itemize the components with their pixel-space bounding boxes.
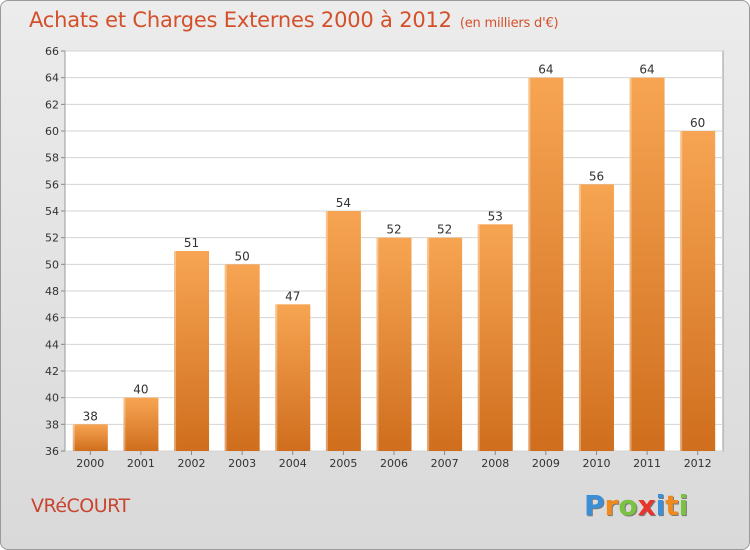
bar: [427, 237, 463, 451]
logo-letter: t: [665, 489, 679, 522]
bar: [528, 77, 564, 452]
x-tick-label: 2001: [127, 457, 155, 470]
bar-value-label: 54: [336, 196, 351, 210]
bar-highlight: [325, 211, 328, 451]
chart-title: Achats et Charges Externes 2000 à 2012 (e…: [29, 8, 559, 32]
bar-value-label: 38: [83, 409, 98, 423]
x-tick-label: 2011: [633, 457, 661, 470]
x-tick-label: 2000: [76, 457, 104, 470]
bar-value-label: 51: [184, 236, 199, 250]
proxiti-logo: Proxiti: [584, 489, 688, 522]
bar-highlight: [376, 237, 379, 451]
y-tick-label: 52: [45, 232, 59, 245]
bar-highlight: [477, 224, 480, 451]
bar-value-label: 52: [386, 223, 401, 237]
bar-highlight: [123, 397, 126, 451]
logo-letter: r: [604, 489, 619, 522]
bar: [325, 211, 361, 451]
x-tick-label: 2012: [684, 457, 712, 470]
y-tick-label: 66: [45, 45, 59, 58]
commune-name: VRéCOURT: [31, 495, 130, 517]
bar-highlight: [578, 184, 581, 452]
chart-subtitle: (en milliers d'€): [459, 16, 559, 31]
bar-value-label: 56: [589, 169, 604, 183]
bar-value-label: 64: [639, 63, 654, 77]
x-tick-label: 2010: [582, 457, 610, 470]
y-tick-label: 42: [45, 365, 59, 378]
bar-highlight: [427, 237, 430, 451]
bar: [578, 184, 614, 452]
y-tick-label: 44: [45, 338, 59, 351]
y-tick-label: 40: [45, 392, 59, 405]
logo-letter: o: [618, 489, 638, 522]
bar-highlight: [680, 131, 683, 451]
y-tick-label: 58: [45, 152, 59, 165]
y-tick-label: 54: [45, 205, 59, 218]
bar: [680, 131, 716, 451]
y-tick-label: 60: [45, 125, 59, 138]
title-text: Achats et Charges Externes 2000 à 2012: [29, 8, 452, 32]
bar: [123, 397, 159, 451]
y-tick-label: 36: [45, 445, 59, 458]
x-tick-label: 2006: [380, 457, 408, 470]
y-axis-ticks: 36 38 40 42 44 46 48 50 52 54 56 58 60 62 64 66: [45, 45, 65, 458]
bar-highlight: [629, 77, 632, 452]
x-tick-label: 2002: [178, 457, 206, 470]
bar: [275, 304, 311, 451]
bar-value-label: 53: [488, 209, 503, 223]
bar: [477, 224, 513, 451]
y-tick-label: 38: [45, 418, 59, 431]
y-tick-label: 48: [45, 285, 59, 298]
x-axis-ticks: 2000 2001 2002 2003 2004 2005 2006 2007 2008 2009…: [76, 451, 712, 470]
bar: [72, 424, 108, 451]
bar-value-label: 60: [690, 116, 705, 130]
bar-value-label: 52: [437, 223, 452, 237]
bar-highlight: [72, 424, 75, 451]
y-tick-label: 62: [45, 98, 59, 111]
x-tick-label: 2009: [532, 457, 560, 470]
bar: [174, 251, 210, 451]
x-tick-label: 2007: [431, 457, 459, 470]
logo-letter: i: [655, 489, 666, 522]
bar: [629, 77, 665, 452]
y-tick-label: 56: [45, 178, 59, 191]
x-tick-label: 2008: [481, 457, 509, 470]
bar-value-label: 47: [285, 289, 300, 303]
bar-value-label: 50: [235, 249, 250, 263]
logo-letter: x: [637, 489, 656, 522]
bar-highlight: [174, 251, 177, 451]
x-tick-label: 2005: [329, 457, 357, 470]
bar-highlight: [275, 304, 278, 451]
bars: 38 40 51 50 47 54 52 52 53 64 56 64 60: [72, 63, 716, 452]
y-tick-label: 64: [45, 72, 59, 85]
logo-letter: P: [584, 489, 605, 522]
logo-letter: i: [678, 489, 689, 522]
x-tick-label: 2003: [228, 457, 256, 470]
y-tick-label: 46: [45, 312, 59, 325]
bar-value-label: 64: [538, 63, 553, 77]
bar-highlight: [224, 264, 227, 451]
bar-highlight: [528, 77, 531, 452]
x-tick-label: 2004: [279, 457, 307, 470]
bar: [224, 264, 260, 451]
bar-value-label: 40: [133, 383, 148, 397]
bar: [376, 237, 412, 451]
y-tick-label: 50: [45, 258, 59, 271]
